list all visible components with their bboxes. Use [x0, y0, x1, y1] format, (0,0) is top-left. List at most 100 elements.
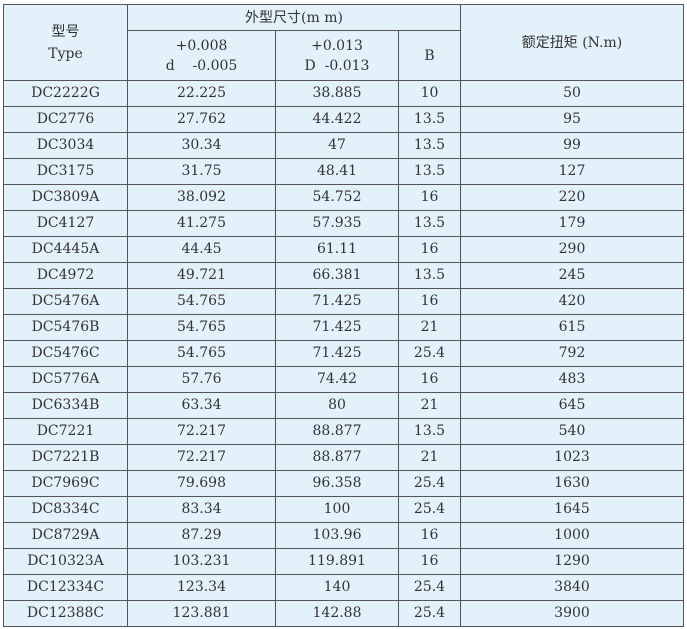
- D-cell: 61.11: [275, 236, 399, 263]
- table-row: DC2222G 22.225 38.885 10 50: [3, 80, 684, 107]
- d-cell: 41.275: [127, 210, 276, 237]
- torque-cell: 615: [460, 314, 684, 341]
- table-row: DC12334C 123.34 140 25.4 3840: [3, 574, 684, 601]
- torque-cell: 645: [460, 392, 684, 419]
- table-row: DC5776A 57.76 74.42 16 483: [3, 366, 684, 393]
- d-cell: 72.217: [127, 444, 276, 471]
- B-cell: 25.4: [398, 574, 461, 601]
- model-cell: DC12388C: [3, 600, 128, 627]
- torque-cell: 245: [460, 262, 684, 289]
- torque-cell: 1023: [460, 444, 684, 471]
- model-cell: DC6334B: [3, 392, 128, 419]
- table-row: DC6334B 63.34 80 21 645: [3, 392, 684, 419]
- torque-cell: 1630: [460, 470, 684, 497]
- B-cell: 21: [398, 392, 461, 419]
- B-cell: 16: [398, 366, 461, 393]
- torque-cell: 1000: [460, 522, 684, 549]
- torque-cell: 95: [460, 106, 684, 133]
- D-upper-tol: +0.013: [311, 37, 363, 54]
- d-cell: 83.34: [127, 496, 276, 523]
- torque-cell: 420: [460, 288, 684, 315]
- B-cell: 13.5: [398, 132, 461, 159]
- d-cell: 44.45: [127, 236, 276, 263]
- header-model-en: Type: [48, 45, 83, 62]
- d-cell: 30.34: [127, 132, 276, 159]
- header-B: B: [398, 30, 461, 81]
- header-model-cn: 型号: [51, 23, 80, 40]
- table-row: DC8334C 83.34 100 25.4 1645: [3, 496, 684, 523]
- B-cell: 13.5: [398, 210, 461, 237]
- torque-cell: 1645: [460, 496, 684, 523]
- model-cell: DC5476C: [3, 340, 128, 367]
- B-cell: 21: [398, 314, 461, 341]
- d-cell: 57.76: [127, 366, 276, 393]
- D-cell: 38.885: [275, 80, 399, 107]
- table-row: DC7221 72.217 88.877 13.5 540: [3, 418, 684, 445]
- D-cell: 44.422: [275, 106, 399, 133]
- d-cell: 38.092: [127, 184, 276, 211]
- D-cell: 100: [275, 496, 399, 523]
- d-cell: 79.698: [127, 470, 276, 497]
- B-cell: 16: [398, 288, 461, 315]
- torque-cell: 3840: [460, 574, 684, 601]
- model-cell: DC3809A: [3, 184, 128, 211]
- table-row: DC2776 27.762 44.422 13.5 95: [3, 106, 684, 133]
- B-cell: 13.5: [398, 418, 461, 445]
- d-label: d: [165, 57, 175, 74]
- header-row-1: 型号 Type 外型尺寸(m m) 额定扭矩 (N.m): [3, 4, 684, 81]
- d-cell: 49.721: [127, 262, 276, 289]
- model-cell: DC7221B: [3, 444, 128, 471]
- d-cell: 123.34: [127, 574, 276, 601]
- D-cell: 48.41: [275, 158, 399, 185]
- D-cell: 71.425: [275, 314, 399, 341]
- torque-cell: 3900: [460, 600, 684, 627]
- D-cell: 66.381: [275, 262, 399, 289]
- table-row: DC3809A 38.092 54.752 16 220: [3, 184, 684, 211]
- model-cell: DC3034: [3, 132, 128, 159]
- D-cell: 88.877: [275, 444, 399, 471]
- D-cell: 71.425: [275, 340, 399, 367]
- B-cell: 16: [398, 236, 461, 263]
- d-cell: 54.765: [127, 314, 276, 341]
- d-cell: 123.881: [127, 600, 276, 627]
- spec-table: 型号 Type 外型尺寸(m m) 额定扭矩 (N.m) +0.008 d -0.…: [3, 4, 684, 627]
- d-upper-tol: +0.008: [175, 37, 228, 54]
- D-cell: 88.877: [275, 418, 399, 445]
- table-row: DC10323A 103.231 119.891 16 1290: [3, 548, 684, 575]
- model-cell: DC7969C: [3, 470, 128, 497]
- B-cell: 21: [398, 444, 461, 471]
- table-row: DC5476C 54.765 71.425 25.4 792: [3, 340, 684, 367]
- D-cell: 103.96: [275, 522, 399, 549]
- D-cell: 140: [275, 574, 399, 601]
- table-row: DC3175 31.75 48.41 13.5 127: [3, 158, 684, 185]
- torque-cell: 50: [460, 80, 684, 107]
- d-cell: 54.765: [127, 340, 276, 367]
- table-row: DC12388C 123.881 142.88 25.4 3900: [3, 600, 684, 627]
- header-row-2: +0.008 d -0.005 +0.013 D -0.013 B: [4, 30, 684, 81]
- model-cell: DC5776A: [3, 366, 128, 393]
- torque-cell: 1290: [460, 548, 684, 575]
- torque-cell: 127: [460, 158, 684, 185]
- D-lower-tol: -0.013: [324, 57, 370, 74]
- torque-cell: 220: [460, 184, 684, 211]
- D-cell: 57.935: [275, 210, 399, 237]
- B-cell: 13.5: [398, 262, 461, 289]
- d-cell: 63.34: [127, 392, 276, 419]
- D-cell: 119.891: [275, 548, 399, 575]
- d-lower-tol: -0.005: [192, 57, 238, 74]
- model-cell: DC8729A: [3, 522, 128, 549]
- B-cell: 25.4: [398, 340, 461, 367]
- d-cell: 87.29: [127, 522, 276, 549]
- d-cell: 72.217: [127, 418, 276, 445]
- table-row: DC7221B 72.217 88.877 21 1023: [3, 444, 684, 471]
- d-cell: 54.765: [127, 288, 276, 315]
- torque-cell: 290: [460, 236, 684, 263]
- model-cell: DC2222G: [3, 80, 128, 107]
- model-cell: DC3175: [3, 158, 128, 185]
- D-cell: 74.42: [275, 366, 399, 393]
- B-cell: 25.4: [398, 470, 461, 497]
- table-row: DC4127 41.275 57.935 13.5 179: [3, 210, 684, 237]
- table-row: DC4972 49.721 66.381 13.5 245: [3, 262, 684, 289]
- model-cell: DC5476A: [3, 288, 128, 315]
- D-label: D: [304, 57, 316, 74]
